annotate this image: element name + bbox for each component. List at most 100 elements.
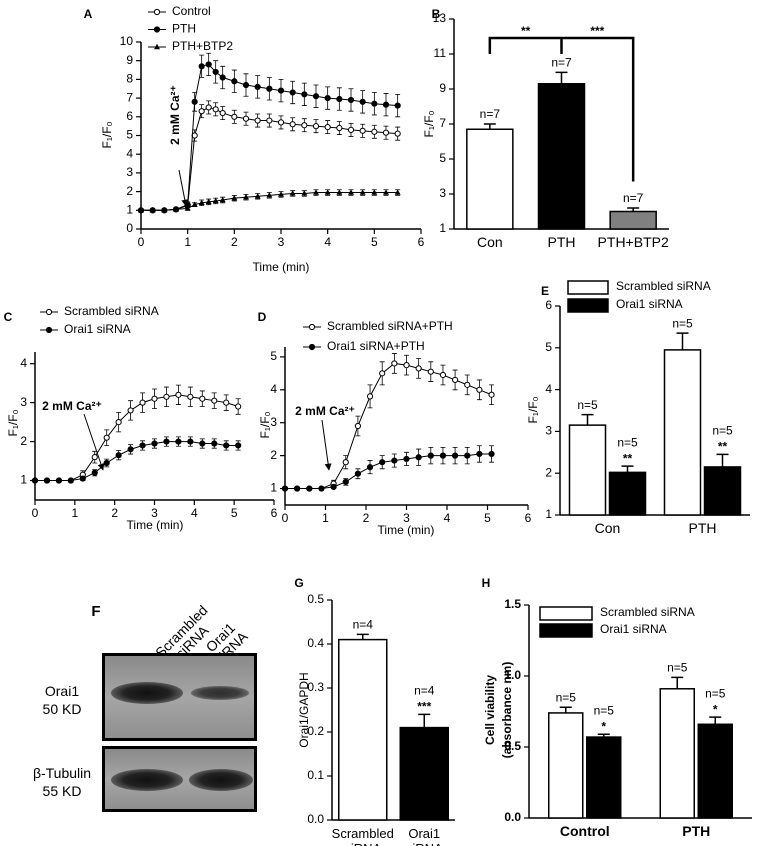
bar	[697, 723, 733, 819]
data-point	[212, 106, 219, 113]
data-point	[324, 189, 331, 195]
y-tick-label: 7	[439, 116, 446, 130]
data-point	[161, 207, 168, 213]
x-tick-label: Control	[559, 823, 610, 839]
error-bar	[621, 465, 634, 473]
x-tick-label: 4	[444, 511, 451, 525]
data-point	[348, 189, 354, 195]
data-point	[379, 370, 386, 377]
annotation: 2 mM Ca²⁺	[295, 404, 355, 418]
data-point	[391, 457, 398, 464]
data-point	[187, 393, 194, 400]
data-point	[336, 124, 343, 132]
data-point	[301, 122, 308, 129]
blot-band	[191, 686, 249, 700]
legend-marker	[45, 326, 53, 334]
data-point	[371, 128, 378, 135]
data-point	[371, 189, 378, 195]
y-axis-title: F₁/F₀	[526, 396, 540, 423]
data-point	[359, 98, 366, 105]
data-point	[342, 478, 349, 486]
annotation: 2 mM Ca²⁺	[168, 85, 182, 145]
legend-label: Control	[172, 4, 211, 18]
significance-label: ***	[590, 24, 604, 38]
data-point	[163, 438, 170, 445]
significance-label: *	[601, 719, 606, 733]
data-point	[151, 440, 158, 447]
series-line	[285, 362, 492, 490]
data-point	[330, 483, 337, 490]
n-label: n=5	[617, 435, 638, 449]
data-point	[242, 81, 250, 89]
size-label: 55 KD	[42, 783, 82, 799]
data-point	[415, 365, 422, 372]
data-point	[151, 395, 158, 402]
data-point	[266, 117, 273, 124]
n-label: n=5	[712, 424, 733, 438]
panel-letter: H	[482, 576, 491, 590]
bar	[548, 712, 584, 819]
data-point	[488, 450, 495, 458]
panel-letter: E	[541, 284, 549, 298]
data-point	[205, 198, 212, 205]
x-tick-label: 5	[484, 511, 491, 525]
x-tick-label: 3	[151, 506, 158, 520]
data-point	[127, 407, 134, 414]
data-point	[476, 386, 483, 393]
data-point	[211, 397, 218, 404]
y-axis-title: Orai1/GAPDH	[297, 672, 311, 747]
x-axis-title: Time (min)	[253, 260, 310, 274]
error-bar	[597, 733, 610, 738]
data-point	[415, 454, 422, 461]
annotation-arrow	[178, 169, 189, 207]
data-point	[359, 189, 366, 195]
x-tick-label: 6	[418, 235, 425, 249]
data-point	[198, 108, 205, 115]
data-point	[366, 464, 374, 471]
legend-label: PTH+BTP2	[172, 39, 233, 53]
data-point	[306, 485, 313, 492]
protein-label: β-Tubulin	[32, 765, 92, 781]
data-point	[266, 192, 273, 198]
protein-label: Orai1	[44, 683, 80, 699]
blot-panel	[102, 653, 257, 741]
y-tick-label: 4	[545, 382, 552, 396]
x-tick-label: PTH	[547, 234, 576, 250]
legend-swatch	[539, 606, 593, 621]
y-tick-label: 2	[126, 184, 133, 198]
y-axis-title: Cell viability	[483, 675, 497, 745]
n-label: n=5	[594, 703, 615, 717]
x-tick-label: 2	[111, 506, 118, 520]
legend-marker	[308, 343, 316, 351]
bar	[537, 83, 586, 230]
n-label: n=7	[551, 56, 572, 70]
x-tick-label: 6	[271, 506, 278, 520]
bar	[703, 466, 742, 516]
data-point	[211, 440, 218, 447]
data-point	[366, 393, 374, 400]
series-line	[35, 441, 239, 482]
data-point	[379, 459, 386, 466]
error-bar	[555, 71, 568, 84]
y-tick-label: 2	[545, 465, 552, 479]
data-point	[43, 477, 51, 484]
y-tick-label: 10	[120, 34, 134, 48]
panel-letter: C	[4, 310, 13, 324]
x-tick-label: 3	[278, 235, 285, 249]
x-axis-title: Time (min)	[378, 523, 435, 537]
y-tick-label: 5	[126, 128, 133, 142]
y-tick-label: 6	[126, 109, 133, 123]
data-point	[231, 113, 238, 120]
bar	[586, 736, 622, 819]
data-point	[403, 455, 410, 463]
significance-bracket	[488, 36, 635, 182]
data-point	[342, 459, 349, 466]
x-tick-label: PTH	[682, 823, 711, 839]
error-bar	[356, 633, 369, 640]
bar	[338, 638, 388, 821]
error-bar	[581, 413, 594, 426]
y-axis-title: F₁/F₀	[6, 409, 20, 436]
data-point	[394, 189, 401, 195]
n-label: n=7	[480, 107, 501, 121]
